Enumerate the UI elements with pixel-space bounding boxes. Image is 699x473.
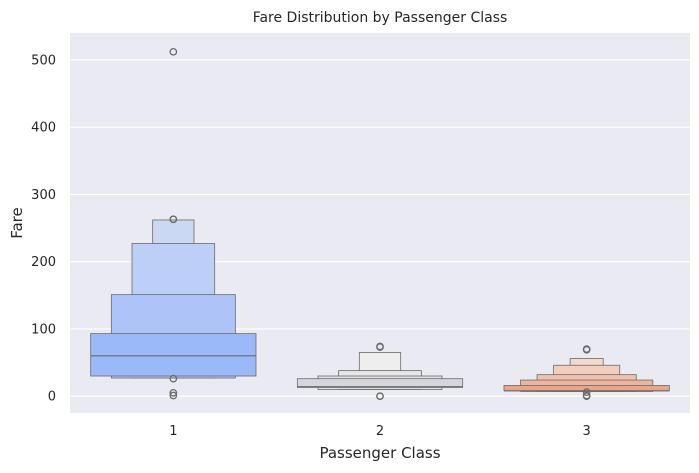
x-tick-label: 1 xyxy=(169,424,177,439)
y-tick-label: 300 xyxy=(31,188,56,203)
x-tick-label: 3 xyxy=(583,424,591,439)
y-tick-label: 400 xyxy=(31,121,56,136)
y-axis-label: Fare xyxy=(8,207,26,239)
boxen-box xyxy=(296,378,464,388)
outlier-point xyxy=(169,391,178,400)
y-tick-label: 100 xyxy=(31,322,56,337)
x-axis-label: Passenger Class xyxy=(319,444,440,462)
outlier-point xyxy=(169,215,178,224)
boxen-box xyxy=(90,333,257,377)
outlier-point xyxy=(169,374,178,383)
outlier-point xyxy=(376,342,384,351)
outlier-point xyxy=(582,388,591,397)
x-tick-labels: 1 2 3 xyxy=(169,424,591,439)
outlier-point xyxy=(582,345,591,353)
y-tick-label: 500 xyxy=(31,53,56,68)
outlier-point xyxy=(169,388,178,397)
outlier-point xyxy=(582,392,591,401)
y-tick-label: 200 xyxy=(31,255,56,270)
outlier-point xyxy=(376,392,384,401)
outlier-point xyxy=(169,47,178,56)
chart-title: Fare Distribution by Passenger Class xyxy=(253,10,508,26)
boxen-series xyxy=(90,47,670,401)
boxen-box xyxy=(503,385,670,392)
y-tick-label: 0 xyxy=(48,390,56,405)
x-tick-label: 2 xyxy=(376,424,384,439)
y-tick-labels: 0 100 200 300 400 500 xyxy=(31,53,56,404)
